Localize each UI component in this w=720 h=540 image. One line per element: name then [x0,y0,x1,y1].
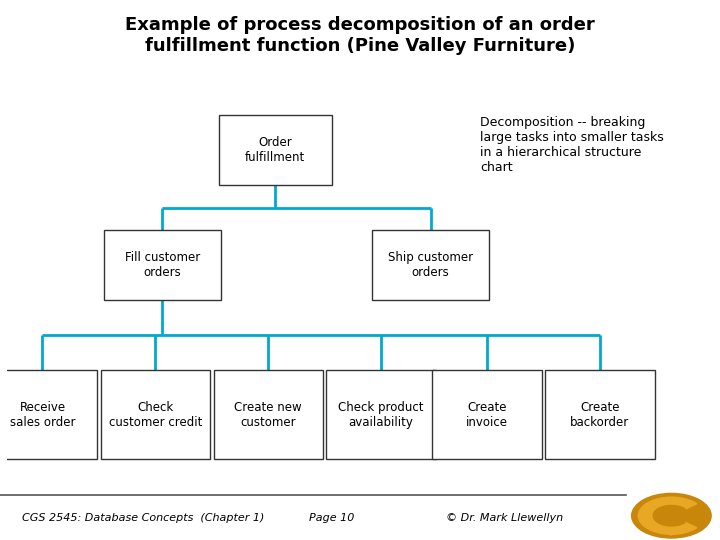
FancyBboxPatch shape [214,370,323,460]
FancyBboxPatch shape [326,370,436,460]
Text: Decomposition -- breaking
large tasks into smaller tasks
in a hierarchical struc: Decomposition -- breaking large tasks in… [480,116,664,174]
Text: Create
invoice: Create invoice [466,401,508,429]
Text: Create
backorder: Create backorder [570,401,629,429]
Text: Receive
sales order: Receive sales order [10,401,75,429]
FancyBboxPatch shape [0,370,97,460]
Wedge shape [653,505,685,526]
Text: © Dr. Mark Llewellyn: © Dr. Mark Llewellyn [446,513,564,523]
Wedge shape [638,497,697,534]
Text: Example of process decomposition of an order
fulfillment function (Pine Valley F: Example of process decomposition of an o… [125,16,595,55]
Text: Create new
customer: Create new customer [235,401,302,429]
Text: Ship customer
orders: Ship customer orders [388,251,473,279]
Text: CGS 2545: Database Concepts  (Chapter 1): CGS 2545: Database Concepts (Chapter 1) [22,513,264,523]
FancyBboxPatch shape [104,230,220,300]
FancyBboxPatch shape [432,370,541,460]
FancyBboxPatch shape [545,370,654,460]
Text: Order
fulfillment: Order fulfillment [246,136,305,164]
Text: Fill customer
orders: Fill customer orders [125,251,200,279]
Text: Check product
availability: Check product availability [338,401,424,429]
Circle shape [631,494,711,538]
Text: Page 10: Page 10 [308,513,354,523]
FancyBboxPatch shape [101,370,210,460]
FancyBboxPatch shape [372,230,489,300]
Text: Check
customer credit: Check customer credit [109,401,202,429]
FancyBboxPatch shape [219,115,332,185]
